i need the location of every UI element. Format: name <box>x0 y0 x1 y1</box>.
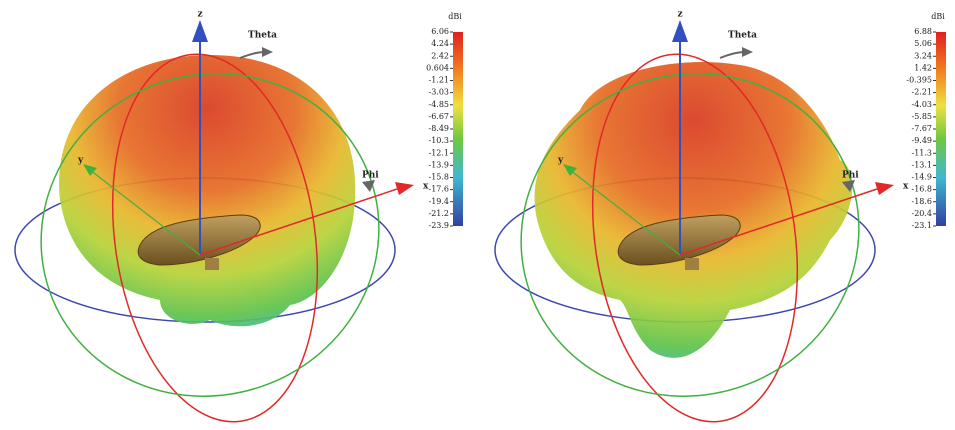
colorbar-tick-label: -4.03 <box>911 100 932 109</box>
axis-label: Theta <box>728 31 757 41</box>
phi-arrow <box>362 180 375 192</box>
colorbar-tick-label: -13.9 <box>428 160 449 169</box>
panel: z y x Theta Phi dBi 6.06 4.24 2.42 0.604 -1.21 -3.0… <box>14 10 463 423</box>
colorbar-tick-label: -19.4 <box>428 197 449 206</box>
z-arrow <box>672 20 688 42</box>
axis-label: x <box>423 182 429 192</box>
colorbar-tick-label: 3.24 <box>914 51 932 60</box>
colorbar-tick-label: 2.42 <box>431 51 449 60</box>
radiation-pattern <box>59 55 356 327</box>
colorbar-tick-label: -16.8 <box>911 185 932 194</box>
x-axis <box>199 187 401 256</box>
colorbar-tick-label: -23.9 <box>428 221 449 230</box>
colorbar-tick-label: -10.3 <box>428 136 449 145</box>
colorbar-tick-label: -12.1 <box>428 148 449 157</box>
axis-label: z <box>197 10 202 20</box>
colorbar-unit: dBi <box>931 12 945 21</box>
colorbar-tick-label: 0.604 <box>426 63 449 72</box>
radiation-pattern <box>534 62 853 358</box>
theta-ring <box>40 73 380 397</box>
colorbar-tick-label: -7.67 <box>911 124 932 133</box>
axis-label: z <box>677 10 682 20</box>
panel: z y x Theta Phi dBi 6.88 5.06 3.24 1.42 -0.395 -2.2… <box>494 10 946 423</box>
colorbar-tick-label: -5.85 <box>911 112 932 121</box>
axis-label: y <box>77 156 84 166</box>
colorbar-tick-label: -6.67 <box>428 112 449 121</box>
colorbar-tick-label: -3.03 <box>428 88 449 97</box>
colorbar-tick-label: 6.06 <box>431 27 449 36</box>
colorbar-tick-label: 4.24 <box>431 39 449 48</box>
colorbar <box>936 32 946 226</box>
theta-arrow <box>239 51 266 59</box>
device-stem <box>685 258 699 270</box>
colorbar-tick-label: -23.1 <box>911 221 932 230</box>
colorbar-tick-label: -15.8 <box>428 173 449 182</box>
colorbar-tick-label: -14.9 <box>911 173 932 182</box>
z-arrow <box>192 20 208 42</box>
colorbar-tick-label: 6.88 <box>914 27 932 36</box>
colorbar-tick-label: -18.6 <box>911 197 932 206</box>
axis-label: Theta <box>248 31 277 41</box>
axis-label: Phi <box>842 171 859 181</box>
colorbar-tick-label: -9.49 <box>911 136 932 145</box>
colorbar-tick-label: -1.21 <box>428 76 449 85</box>
colorbar-tick-label: -8.49 <box>428 124 449 133</box>
y-axis <box>89 169 201 256</box>
colorbar-tick-label: -4.85 <box>428 100 449 109</box>
theta-ring <box>591 53 799 423</box>
y-arrow <box>83 164 97 176</box>
axis-label: y <box>557 156 564 166</box>
colorbar-tick-label: -11.3 <box>911 148 932 157</box>
theta-ring <box>111 53 319 423</box>
theta-ring <box>520 73 860 397</box>
axis-label: Phi <box>362 171 379 181</box>
y-arrow <box>563 164 577 176</box>
theta-arrowhead <box>742 47 753 57</box>
phi-arrow <box>842 180 855 192</box>
colorbar <box>453 32 463 226</box>
colorbar-unit: dBi <box>448 12 462 21</box>
colorbar-tick-label: -21.2 <box>428 209 449 218</box>
x-arrow <box>395 182 414 195</box>
colorbar-tick-label: -2.21 <box>911 88 932 97</box>
axis-label: x <box>903 182 909 192</box>
colorbar-tick-label: -0.395 <box>906 76 932 85</box>
x-arrow <box>875 182 894 195</box>
x-axis <box>679 187 881 256</box>
colorbar-tick-label: 5.06 <box>914 39 932 48</box>
theta-arrow <box>719 51 746 59</box>
y-axis <box>569 169 681 256</box>
theta-arrowhead <box>262 47 273 57</box>
device-stem <box>205 258 219 270</box>
colorbar-tick-label: 1.42 <box>914 63 932 72</box>
colorbar-tick-label: -20.4 <box>911 209 932 218</box>
colorbar-tick-label: -17.6 <box>428 185 449 194</box>
colorbar-tick-label: -13.1 <box>911 160 932 169</box>
